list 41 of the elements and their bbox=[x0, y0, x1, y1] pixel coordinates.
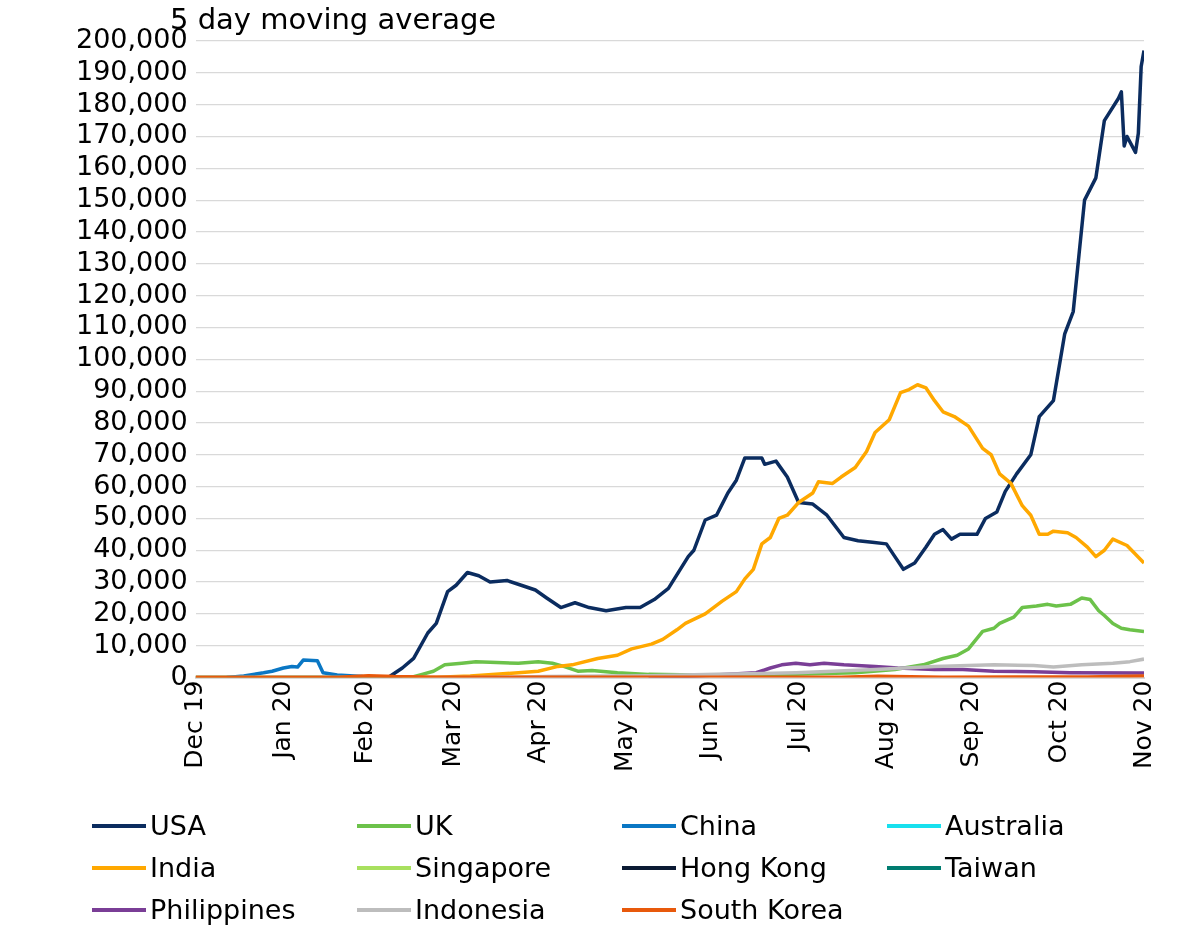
y-tick-label: 120,000 bbox=[76, 277, 188, 309]
x-tick-label: Feb 20 bbox=[349, 680, 379, 765]
x-tick-label: Apr 20 bbox=[521, 680, 551, 764]
x-tick-label: Nov 20 bbox=[1127, 680, 1157, 770]
y-tick-label: 100,000 bbox=[76, 341, 188, 373]
y-tick-label: 160,000 bbox=[76, 150, 188, 182]
x-tick-label: Jul 20 bbox=[782, 680, 812, 753]
y-tick-label: 60,000 bbox=[93, 468, 188, 500]
legend-label: Taiwan bbox=[945, 851, 1037, 885]
y-tick-label: 50,000 bbox=[93, 500, 188, 532]
y-tick-label: 10,000 bbox=[93, 627, 188, 659]
y-tick-label: 130,000 bbox=[76, 245, 188, 277]
legend-label: China bbox=[680, 809, 758, 843]
legend-label: Indonesia bbox=[415, 893, 546, 927]
x-tick-label: Jan 20 bbox=[266, 680, 296, 761]
legend-label: Singapore bbox=[415, 851, 552, 885]
y-tick-label: 190,000 bbox=[76, 54, 188, 86]
x-tick-label: May 20 bbox=[609, 680, 639, 773]
x-tick-label: Mar 20 bbox=[436, 680, 466, 768]
x-tick-label: Oct 20 bbox=[1042, 680, 1072, 764]
legend-label: UK bbox=[415, 809, 453, 843]
x-tick-label: Sep 20 bbox=[954, 680, 984, 768]
y-tick-label: 110,000 bbox=[76, 309, 188, 341]
y-tick-label: 40,000 bbox=[93, 532, 188, 564]
y-tick-label: 70,000 bbox=[93, 436, 188, 468]
legend-label: Australia bbox=[945, 809, 1065, 843]
y-tick-label: 170,000 bbox=[76, 118, 188, 150]
x-tick-label: Jun 20 bbox=[694, 680, 724, 762]
y-tick-label: 180,000 bbox=[76, 86, 188, 118]
legend-label: Hong Kong bbox=[680, 851, 827, 885]
legend-label: South Korea bbox=[680, 893, 844, 927]
y-tick-label: 140,000 bbox=[76, 213, 188, 245]
legend-label: Philippines bbox=[150, 893, 296, 927]
y-tick-label: 150,000 bbox=[76, 182, 188, 214]
legend-label: USA bbox=[150, 809, 206, 843]
x-tick-label: Aug 20 bbox=[869, 680, 899, 770]
y-tick-label: 90,000 bbox=[93, 373, 188, 405]
y-tick-label: 20,000 bbox=[93, 595, 188, 627]
y-tick-label: 80,000 bbox=[93, 404, 188, 436]
legend-label: India bbox=[150, 851, 217, 885]
y-tick-label: 30,000 bbox=[93, 564, 188, 596]
